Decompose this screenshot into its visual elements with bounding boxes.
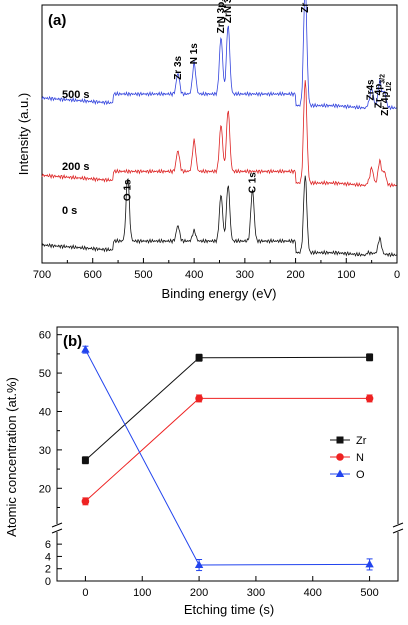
x-tick-label: 200 [190,587,208,599]
break-mark [392,522,404,528]
y-tick-label: 60 [39,330,51,342]
series-Zr [81,353,374,465]
legend: Zr NO [330,435,367,481]
x-tick-label: 400 [304,587,322,599]
peak-label: ZrN 3p3/2 [223,0,236,23]
x-tick-label: 400 [185,269,203,281]
break-mark [51,528,63,534]
series-line [85,397,370,502]
peak-label: Zr 4p3/2 [374,74,387,108]
x-tick-label: 600 [84,269,102,281]
panel-label-a: (a) [48,12,66,29]
series-labels: 500 s 200 s 0 s [62,89,90,217]
series-label: 200 s [62,161,90,173]
spectrum-500s [41,0,397,111]
peak-label: Zr 3s [173,55,184,79]
peak-label: Zr 3d [300,0,311,13]
y-tick-label: 50 [39,368,51,380]
spectrum-200s [41,80,397,188]
marker-square [195,354,203,362]
marker-circle [195,394,203,403]
plot-frame-b [56,326,399,582]
plot-frame-a [41,4,398,264]
marker-circle [365,394,374,403]
xps-survey-panel: 500 s 200 s 0 s Zr 3s N 1s ZrN 3p1/2ZrN 3p3/… [16,0,400,301]
x-tick-label: 100 [337,269,355,281]
peak-label: ZrN 3p1/2 [216,0,229,33]
y-tick-label: 0 [45,576,51,588]
x-tick-label: 300 [247,587,265,599]
marker-square [366,353,374,361]
marker-circle [81,497,90,506]
marker-triangle [81,345,90,353]
break-mark [392,528,404,534]
marker-square [336,436,344,444]
series-line [85,356,370,461]
series-label: 500 s [62,89,90,101]
series-O [81,345,374,572]
x-tick-label: 0 [82,587,88,599]
y-tick-label: 6 [45,539,51,551]
x-axis-label: Etching time (s) [184,602,274,617]
x-tick-label: 0 [394,269,400,281]
marker-triangle [365,559,374,568]
x-axis-ticks: 0 100 200 300 400 500 [82,576,379,599]
break-mark [51,522,63,528]
x-axis-label: Binding energy (eV) [162,286,277,301]
y-axis-label: Intensity (a.u.) [16,93,31,175]
x-tick-label: 500 [134,269,152,281]
legend-label: O [356,469,365,481]
x-tick-label: 700 [33,269,51,281]
peak-label: O 1s [123,179,134,201]
concentration-series [81,345,374,572]
spectrum-0s [41,175,397,258]
legend-label: Zr [356,435,367,447]
xps-traces [41,0,397,258]
y-axis-label: Atomic concentration (at.%) [4,377,19,537]
marker-circle [336,453,344,461]
y-tick-label: 4 [45,551,51,563]
marker-triangle [194,560,204,569]
series-N [81,394,374,506]
x-axis-ticks: 700 600 500 400 300 200 100 0 [33,258,400,281]
break-mask-right [394,524,402,532]
legend-label: N [356,452,364,464]
axis-break [51,522,404,534]
x-tick-label: 500 [360,587,378,599]
x-tick-label: 100 [133,587,151,599]
y-tick-label: 40 [39,406,51,418]
y-tick-label: 30 [39,445,51,457]
y-tick-label: 2 [45,564,51,576]
peak-label: Zr4s [366,79,377,101]
break-mask-left [53,524,61,532]
series-line [84,349,370,566]
y-tick-label: 20 [39,483,51,495]
marker-triangle [335,469,345,477]
series-label: 0 s [62,205,77,217]
panel-label-b: (b) [63,333,82,350]
peak-label: Zr 4p1/2 [380,82,393,116]
marker-square [81,456,89,464]
x-tick-label: 200 [286,269,304,281]
x-tick-label: 300 [236,269,254,281]
peak-label: N 1s [189,43,200,65]
peak-label: C 1s [248,172,259,194]
